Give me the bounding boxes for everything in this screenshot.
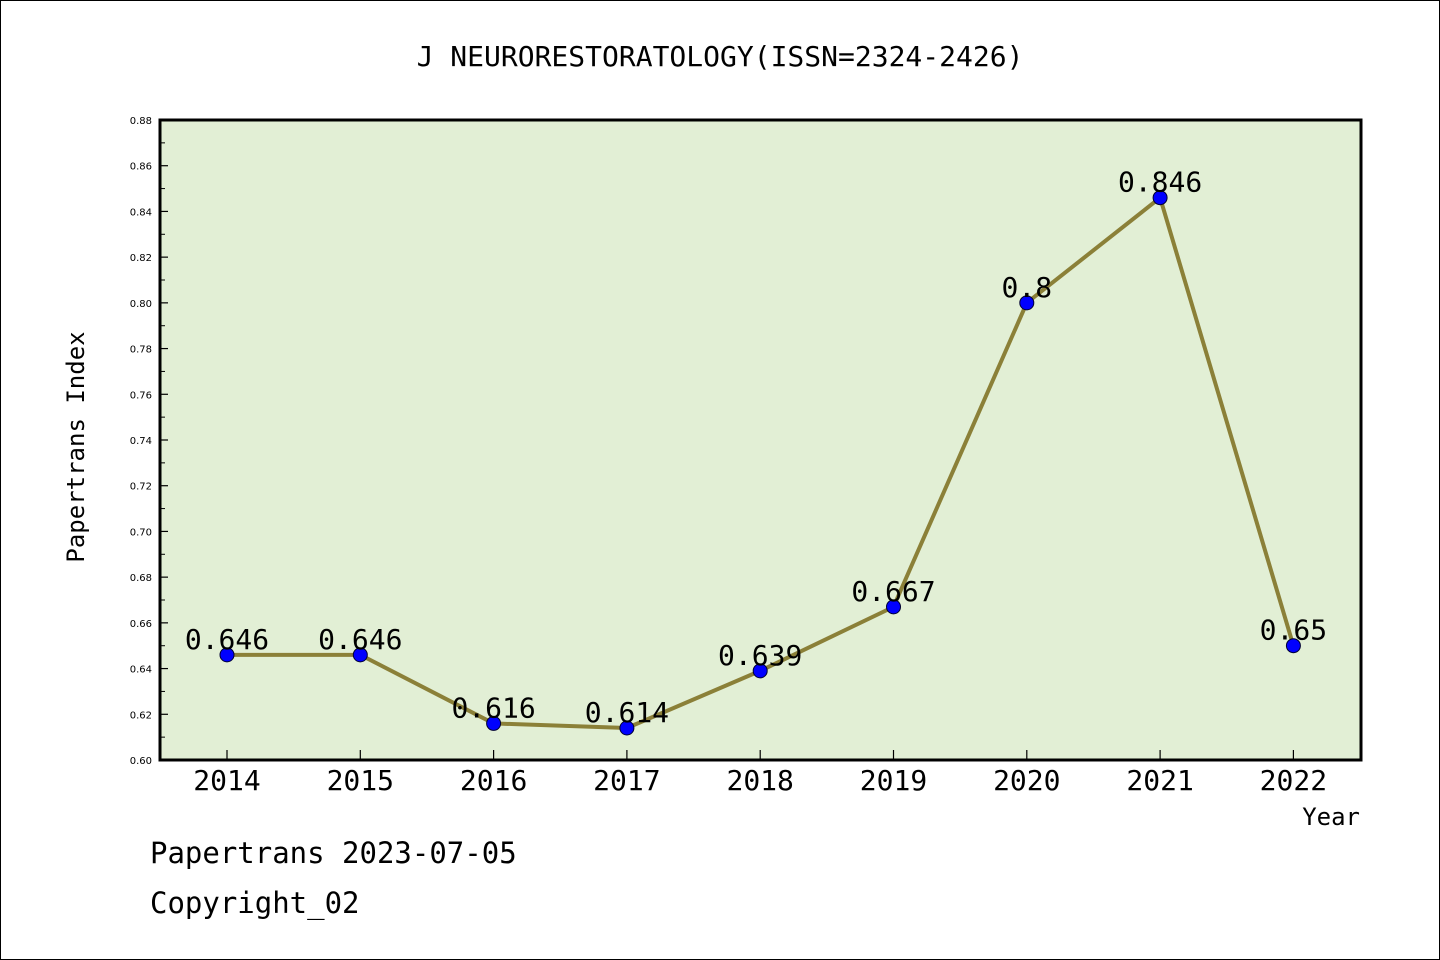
data-label: 0.614 [585,696,669,729]
y-tick-label: 0.66 [130,619,152,630]
data-point [352,647,368,663]
y-tick-label: 0.72 [130,482,152,493]
copyright-text: Copyright_02 [150,886,360,920]
data-label: 0.616 [451,691,535,724]
x-tick-label: 2018 [726,764,793,797]
data-labels: 0.646 0.646 0.616 0.614 0.639 0.667 0.8 0.846 0.… [185,166,1327,729]
x-tick-label: 2019 [860,764,927,797]
y-tick-label: 0.80 [130,299,152,310]
y-tick-label: 0.64 [130,665,152,676]
data-point [1152,190,1168,206]
data-label: 0.646 [318,623,402,656]
data-point [619,720,635,736]
x-tick-label: 2015 [327,764,394,797]
x-tick-label: 2022 [1260,764,1327,797]
x-axis-label: Year [1302,803,1360,831]
y-tick-label: 0.78 [130,345,152,356]
y-tick-label: 0.88 [130,116,152,127]
y-tick-label: 0.74 [130,436,152,447]
chart-title: J NEURORESTORATOLOGY(ISSN=2324-2426) [417,40,1024,73]
data-point [1285,638,1301,654]
data-label: 0.646 [185,623,269,656]
series-papertrans-index [219,190,1301,736]
x-tick-label: 2016 [460,764,527,797]
y-tick-label: 0.68 [130,573,152,584]
data-label: 0.846 [1118,166,1202,199]
source-date-text: Papertrans 2023-07-05 [150,836,517,870]
data-point [486,715,502,731]
y-tick-label: 0.62 [130,710,152,721]
data-point [1019,295,1035,311]
y-tick-label: 0.86 [130,162,152,173]
data-label: 0.639 [718,639,802,672]
x-tick-label: 2020 [993,764,1060,797]
y-axis-label: Papertrans Index [62,331,90,562]
y-tick-label: 0.70 [130,527,152,538]
data-point [752,663,768,679]
data-label: 0.65 [1260,614,1327,647]
data-label: 0.667 [851,575,935,608]
data-point [219,647,235,663]
x-axis: 2014 2015 2016 2017 2018 2019 2020 2021 2022 [193,750,1327,797]
y-tick-label: 0.76 [130,390,152,401]
y-axis: 0.60 0.62 0.64 0.66 0.68 0.70 0.72 0.74 0.76 0.78… [130,116,168,767]
y-tick-label: 0.60 [130,756,152,767]
y-tick-label: 0.82 [130,253,152,264]
x-tick-label: 2014 [193,764,260,797]
x-tick-label: 2017 [593,764,660,797]
data-point [886,599,901,615]
data-label: 0.8 [1002,271,1053,304]
x-tick-label: 2021 [1126,764,1193,797]
y-tick-label: 0.84 [130,207,152,218]
